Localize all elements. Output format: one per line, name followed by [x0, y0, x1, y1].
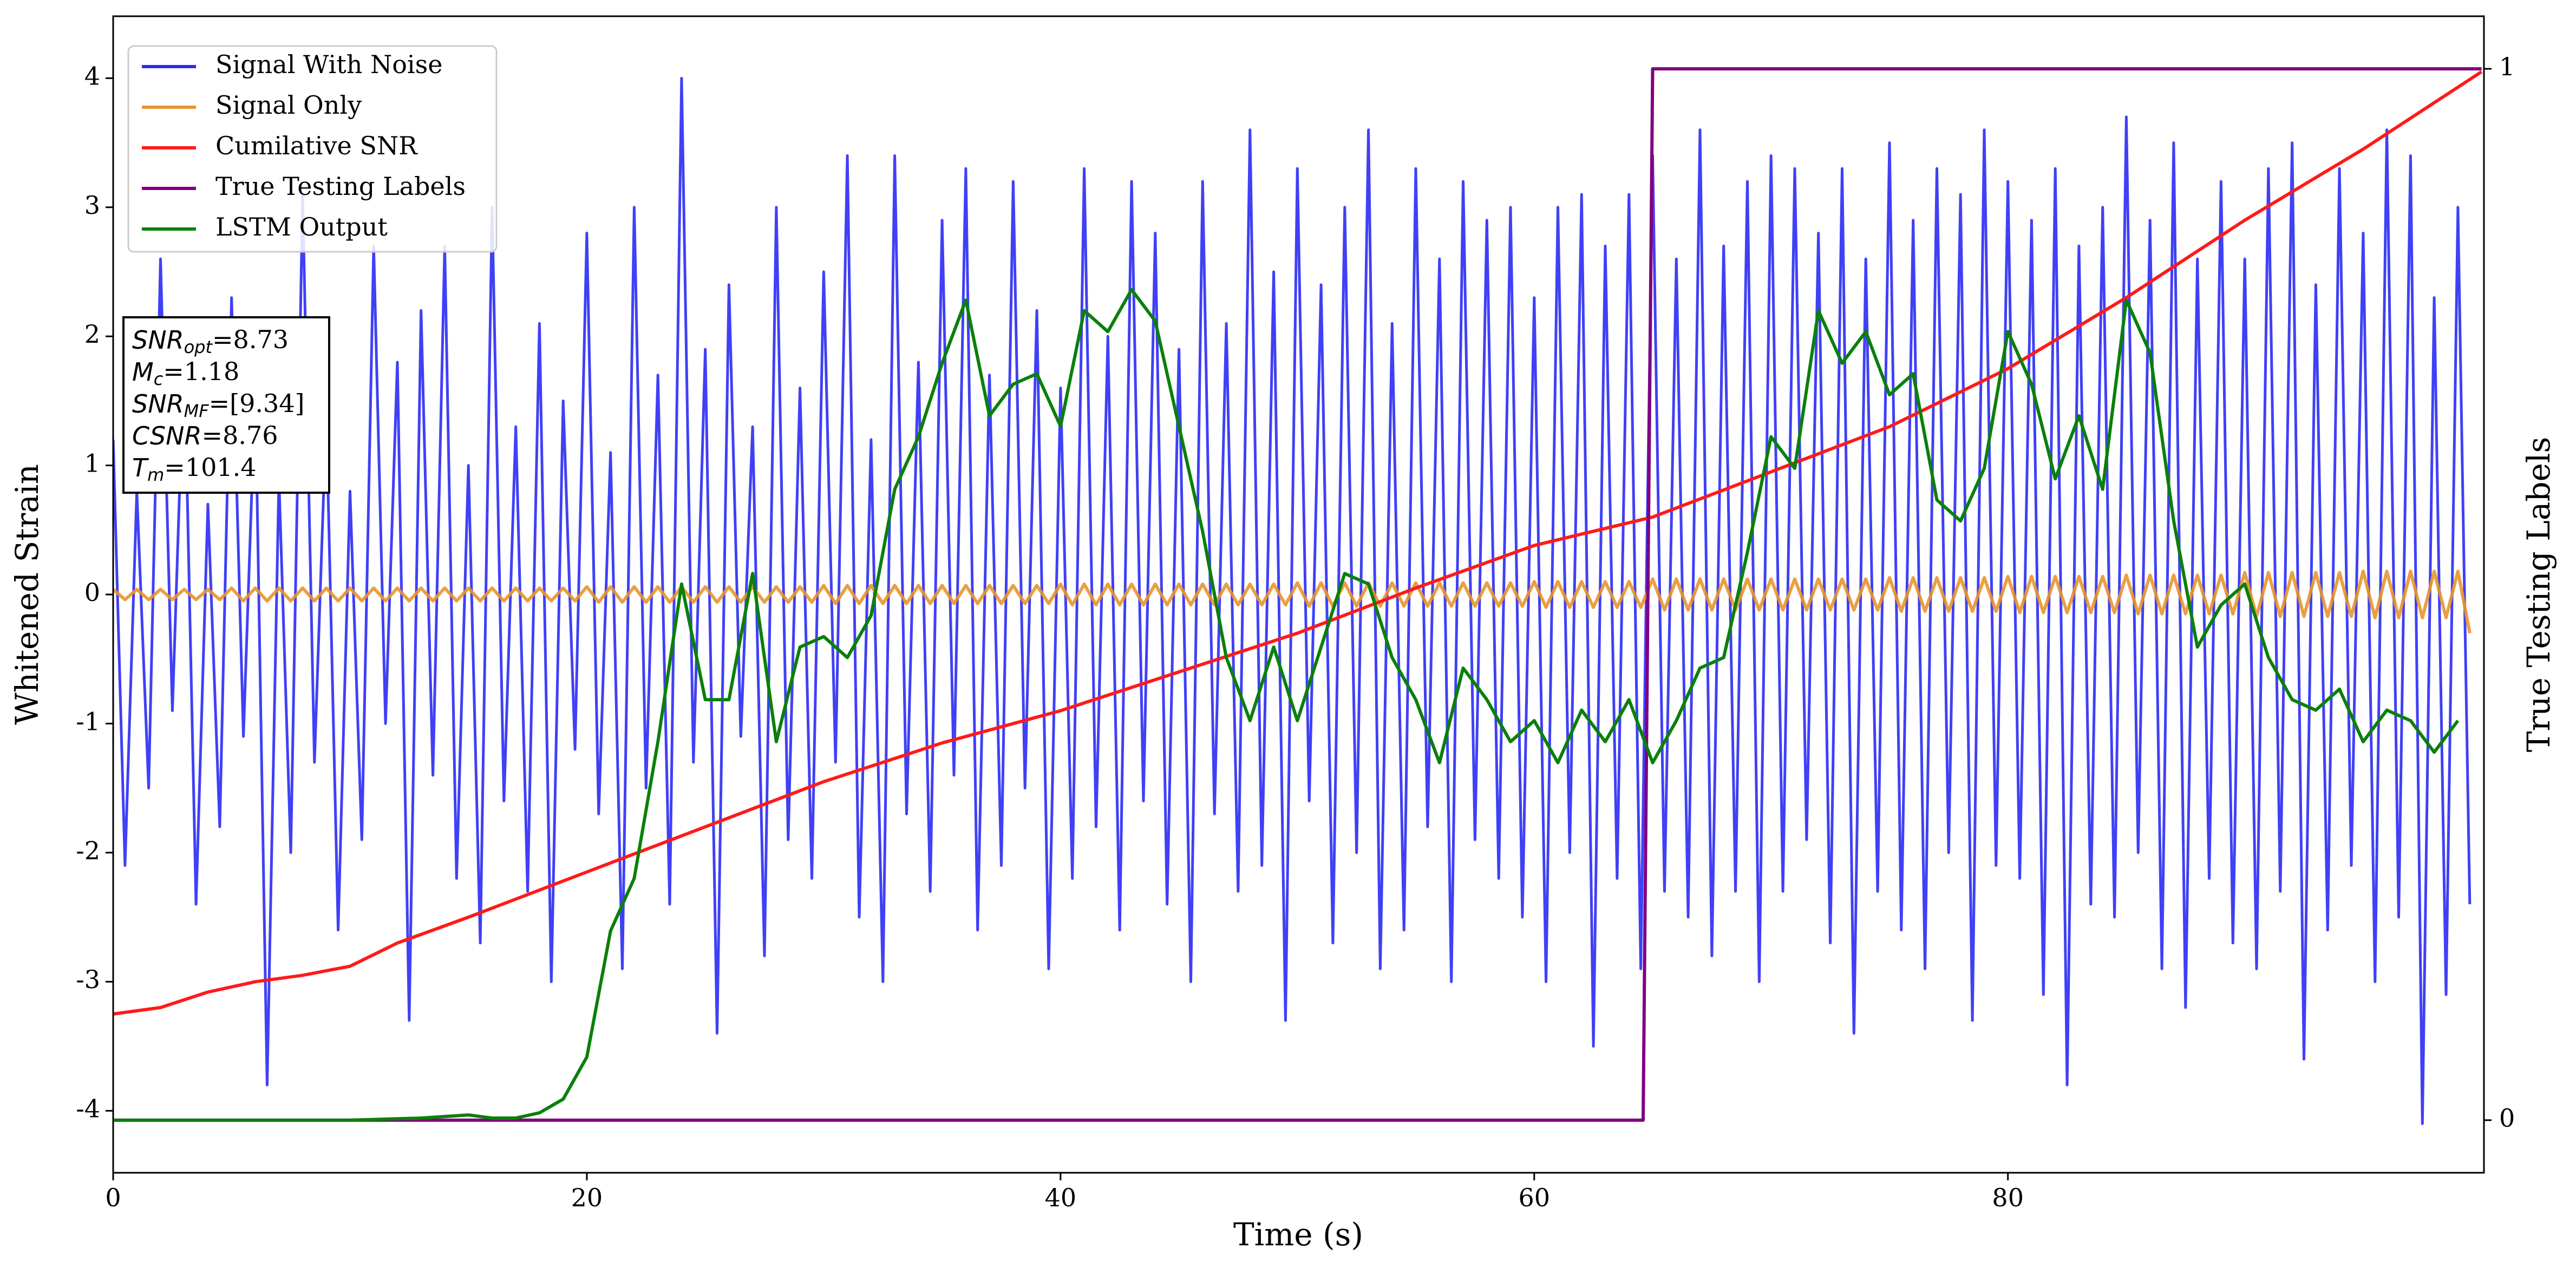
annotation-value: =[9.34] [209, 389, 305, 418]
y-tick-label: -1 [76, 707, 100, 736]
legend-box [127, 45, 498, 253]
y2-tick-label: 1 [2499, 52, 2515, 81]
annotation-symbol: SNR [132, 389, 184, 419]
annotation-text: SNRopt=8.73 [132, 325, 289, 357]
x-tick-label: 60 [1519, 1183, 1551, 1212]
annotation-frame [122, 316, 330, 494]
legend-label: Signal Only [215, 90, 362, 120]
annotation-box: SNRopt=8.73Mc=1.18SNRMF=[9.34]CSNR=8.76T… [122, 316, 330, 494]
x-tick-label: 40 [1045, 1183, 1077, 1212]
annotation-text: SNRMF=[9.34] [132, 389, 304, 421]
series-line [113, 70, 2483, 1016]
annotation-text: Tm=101.4 [132, 453, 257, 485]
annotation-subscript: c [154, 369, 164, 389]
legend-label: Signal With Noise [215, 50, 442, 79]
annotation-value: =8.73 [212, 325, 289, 354]
y2-axis-label: True Testing Labels [2520, 437, 2557, 752]
x-tick-label: 80 [1992, 1183, 2024, 1212]
y-tick-label: -4 [76, 1094, 100, 1123]
series-line [113, 570, 2472, 634]
annotation-value: =1.18 [163, 357, 239, 386]
y-tick-label: 2 [84, 319, 100, 349]
legend-label: LSTM Output [215, 212, 388, 241]
legend-label: True Testing Labels [215, 172, 466, 201]
series-line [113, 67, 2482, 1122]
y-tick-label: 1 [84, 449, 100, 478]
x-axis-label: Time (s) [1233, 1216, 1363, 1253]
annotation-text: CSNR=8.76 [132, 421, 278, 450]
annotation-subscript: opt [184, 337, 213, 357]
legend-label: Cumilative SNR [215, 131, 418, 160]
series-line [113, 288, 2460, 1122]
annotation-subscript: MF [184, 401, 210, 421]
legend: Signal With Noise Signal Only Cumilative S… [127, 45, 498, 253]
y-tick-label: -3 [76, 965, 100, 994]
annotation-value: =8.76 [202, 421, 278, 450]
annotation-symbol: SNR [132, 325, 184, 355]
x-tick-label: 20 [571, 1183, 603, 1212]
y2-tick-label: 0 [2499, 1103, 2515, 1133]
annotation-symbol: M [132, 357, 154, 387]
x-tick-label: 0 [105, 1183, 121, 1212]
plot-area [113, 67, 2483, 1125]
annotation-symbol: T [132, 453, 149, 482]
y-tick-label: 0 [84, 578, 100, 607]
y-tick-label: -2 [76, 836, 100, 865]
y-tick-label: 4 [84, 61, 100, 90]
annotation-value: =101.4 [164, 453, 256, 482]
y-axis-label: Whitened Strain [9, 464, 45, 725]
annotation-subscript: m [147, 465, 164, 485]
annotation-text: Mc=1.18 [132, 357, 239, 389]
annotation-symbol: CSNR [132, 421, 202, 450]
y-tick-label: 3 [84, 191, 100, 220]
